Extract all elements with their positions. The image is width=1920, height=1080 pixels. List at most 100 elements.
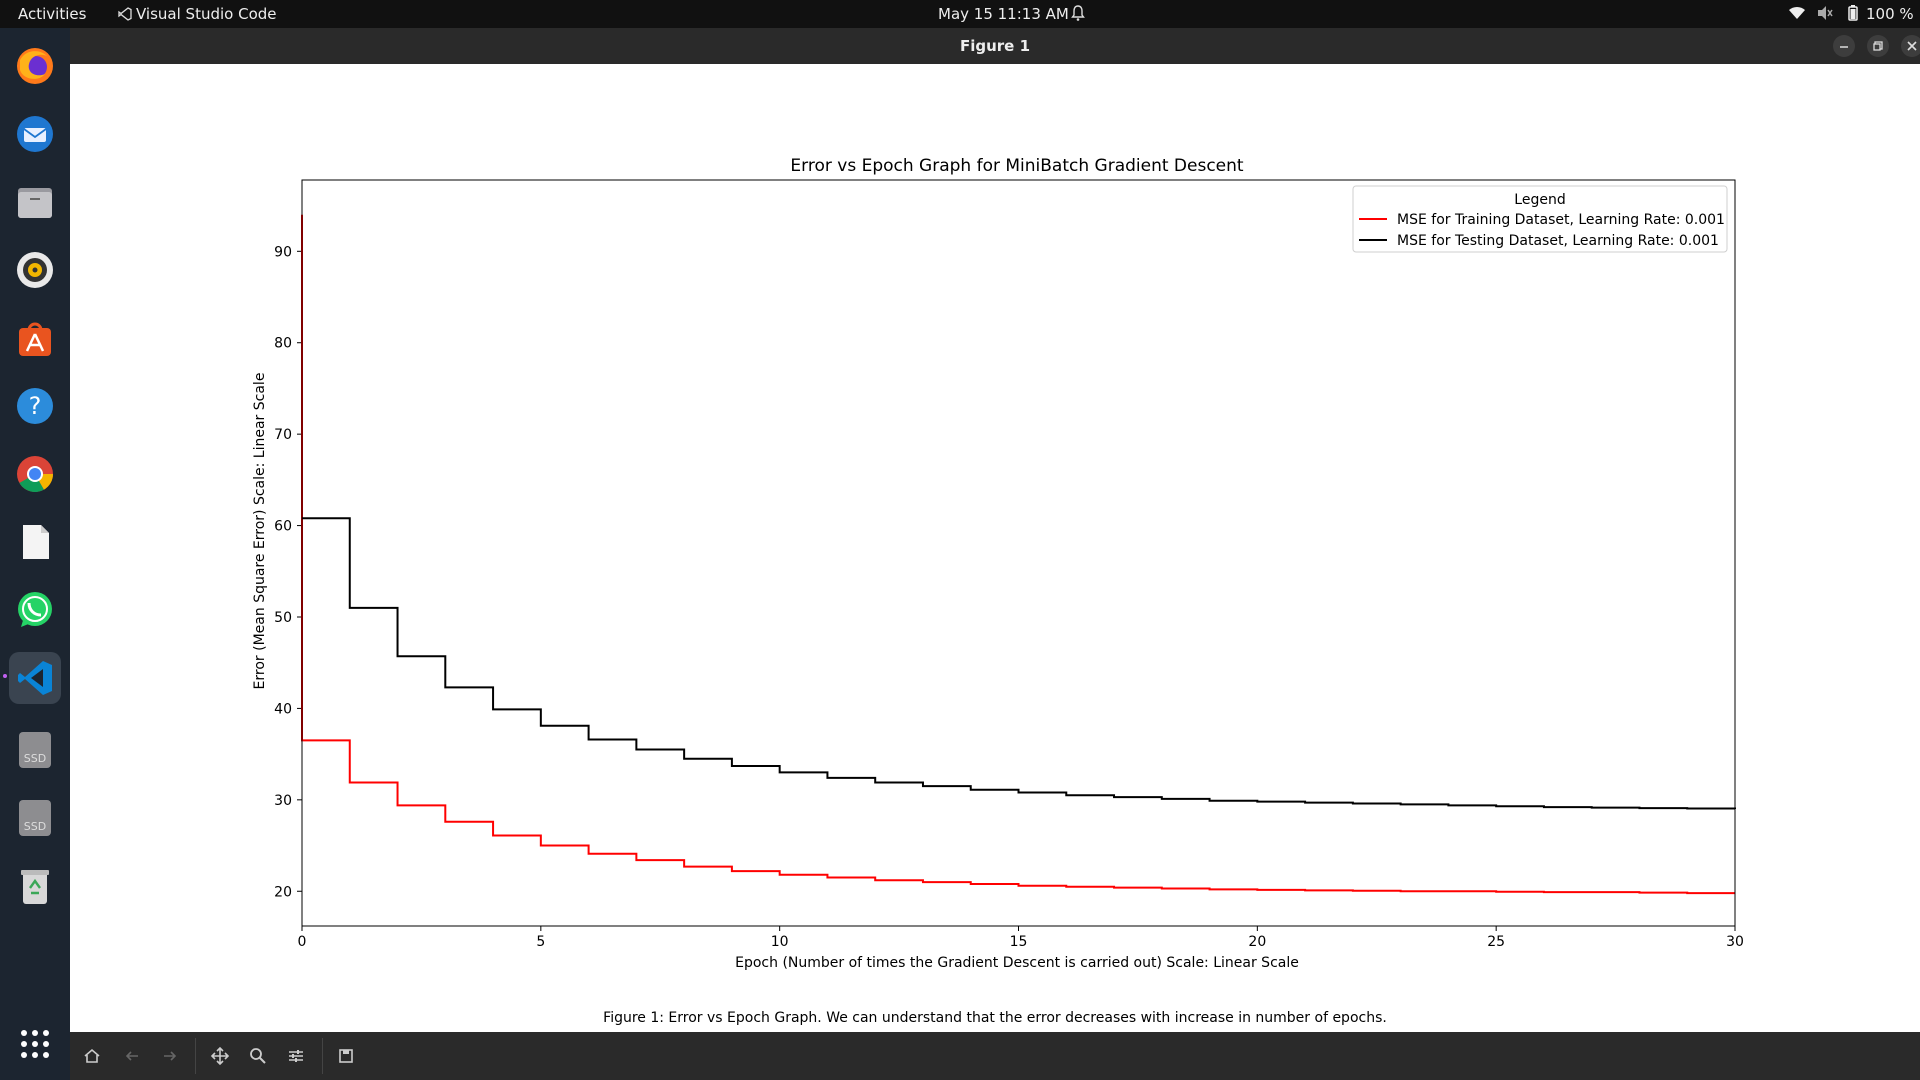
- show-apps-icon: [21, 1030, 49, 1058]
- dock-ssd-2[interactable]: SSD: [9, 792, 61, 844]
- dock-trash[interactable]: [9, 860, 61, 912]
- rhythmbox-icon: [17, 252, 53, 288]
- arrow-right-icon: [164, 1051, 177, 1061]
- battery-icon[interactable]: [1846, 5, 1860, 25]
- top-bar: Activities Visual Studio Code May 15 11:…: [0, 0, 1920, 28]
- legend-label-training: MSE for Training Dataset, Learning Rate:…: [1397, 212, 1725, 228]
- dock-help[interactable]: ?: [9, 380, 61, 432]
- ssd-icon: SSD: [19, 800, 51, 836]
- forward-button[interactable]: [158, 1044, 182, 1068]
- configure-subplots-button[interactable]: [284, 1044, 308, 1068]
- y-axis-label: Error (Mean Square Error) Scale: Linear …: [252, 373, 268, 690]
- legend-title: Legend: [1514, 192, 1565, 208]
- y-tick-label: 90: [274, 244, 292, 260]
- dock-chrome[interactable]: [9, 448, 61, 500]
- dock-show-apps[interactable]: [9, 1018, 61, 1070]
- testing-mse-line: [302, 517, 1736, 810]
- y-tick-label: 80: [274, 336, 292, 352]
- ssd-label: SSD: [24, 820, 46, 833]
- y-tick-label: 70: [274, 427, 292, 443]
- back-button[interactable]: [120, 1044, 144, 1068]
- files-icon: [18, 188, 52, 218]
- whatsapp-icon: [18, 592, 52, 627]
- sliders-icon: [289, 1050, 303, 1062]
- home-button[interactable]: [80, 1044, 104, 1068]
- firefox-icon: [17, 48, 53, 84]
- x-tick-label: 10: [771, 934, 789, 950]
- y-tick-label: 40: [274, 701, 292, 717]
- thunderbird-icon: [17, 116, 53, 152]
- x-tick-label: 30: [1726, 934, 1744, 950]
- legend-label-testing: MSE for Testing Dataset, Learning Rate: …: [1397, 233, 1719, 249]
- vscode-icon: [18, 661, 52, 695]
- pan-button[interactable]: [208, 1044, 232, 1068]
- volume-muted-icon[interactable]: [1816, 5, 1834, 25]
- figure-caption: Figure 1: Error vs Epoch Graph. We can u…: [603, 1010, 1387, 1026]
- plot-frame: [301, 179, 1736, 927]
- series-layer: [301, 214, 1736, 895]
- clock[interactable]: May 15 11:13 AM: [938, 5, 1069, 23]
- pan-icon: [210, 1046, 230, 1066]
- chart-title: Error vs Epoch Graph for MiniBatch Gradi…: [790, 156, 1243, 176]
- dock-app-center[interactable]: [9, 312, 61, 364]
- x-tick-label: 5: [536, 934, 545, 950]
- window-titlebar[interactable]: Figure 1: [70, 28, 1920, 64]
- dock-whatsapp[interactable]: [9, 584, 61, 636]
- save-icon: [339, 1049, 353, 1063]
- running-indicator: [3, 674, 7, 678]
- chrome-icon: [17, 456, 54, 493]
- dock-vscode[interactable]: [3, 652, 61, 704]
- x-tick-label: 15: [1010, 934, 1028, 950]
- notification-bell-icon[interactable]: [1070, 4, 1086, 26]
- x-tick-label: 25: [1487, 934, 1505, 950]
- training-mse-line: [301, 214, 1735, 895]
- minimize-button[interactable]: [1833, 35, 1855, 57]
- dock-thunderbird[interactable]: [9, 108, 61, 160]
- battery-percent: 100 %: [1866, 5, 1914, 23]
- activities-button[interactable]: Activities: [18, 5, 87, 23]
- ssd-label: SSD: [24, 752, 46, 765]
- dock: ? SSD SSD: [0, 28, 70, 1080]
- dock-rhythmbox[interactable]: [9, 244, 61, 296]
- app-name: Visual Studio Code: [136, 5, 277, 23]
- dock-firefox[interactable]: [9, 40, 61, 92]
- dock-files[interactable]: [9, 176, 61, 228]
- close-icon: [1907, 41, 1917, 51]
- zoom-button[interactable]: [246, 1044, 270, 1068]
- document-icon: [23, 525, 49, 559]
- legend: Legend MSE for Training Dataset, Learnin…: [1352, 185, 1728, 253]
- y-tick-label: 60: [274, 519, 292, 535]
- dock-ssd-1[interactable]: SSD: [9, 724, 61, 776]
- axis-ticks: 0 5 10 15 20 25 30 20 30 40 50 60 70 80 90: [274, 244, 1744, 950]
- legend-box: [1352, 185, 1728, 253]
- ssd-icon: SSD: [19, 732, 51, 768]
- x-tick-label: 0: [298, 934, 307, 950]
- svg-text:?: ?: [29, 392, 42, 420]
- save-button[interactable]: [334, 1044, 358, 1068]
- app-center-icon: [19, 322, 51, 356]
- restore-icon: [1873, 41, 1883, 51]
- dock-document[interactable]: [9, 516, 61, 568]
- x-axis-label: Epoch (Number of times the Gradient Desc…: [735, 955, 1299, 971]
- minimize-icon: [1840, 46, 1848, 48]
- figure-toolbar: [70, 1032, 1920, 1080]
- help-icon: ?: [17, 388, 53, 424]
- wifi-icon[interactable]: [1788, 5, 1806, 25]
- figure-canvas[interactable]: Error vs Epoch Graph for MiniBatch Gradi…: [70, 64, 1920, 1032]
- zoom-icon: [250, 1048, 266, 1064]
- home-icon: [84, 1048, 100, 1063]
- toolbar-separator: [195, 1038, 196, 1074]
- window-title: Figure 1: [959, 37, 1031, 55]
- restore-button[interactable]: [1867, 35, 1889, 57]
- y-tick-label: 20: [274, 884, 292, 900]
- app-menu[interactable]: Visual Studio Code: [118, 5, 277, 23]
- close-button[interactable]: [1901, 35, 1920, 57]
- toolbar-separator: [322, 1038, 323, 1074]
- vscode-small-icon: [118, 7, 132, 21]
- y-tick-label: 30: [274, 793, 292, 809]
- x-tick-label: 20: [1248, 934, 1266, 950]
- arrow-left-icon: [125, 1051, 138, 1061]
- trash-icon: [21, 870, 49, 904]
- chart[interactable]: Error vs Epoch Graph for MiniBatch Gradi…: [70, 64, 1920, 1032]
- y-tick-label: 50: [274, 610, 292, 626]
